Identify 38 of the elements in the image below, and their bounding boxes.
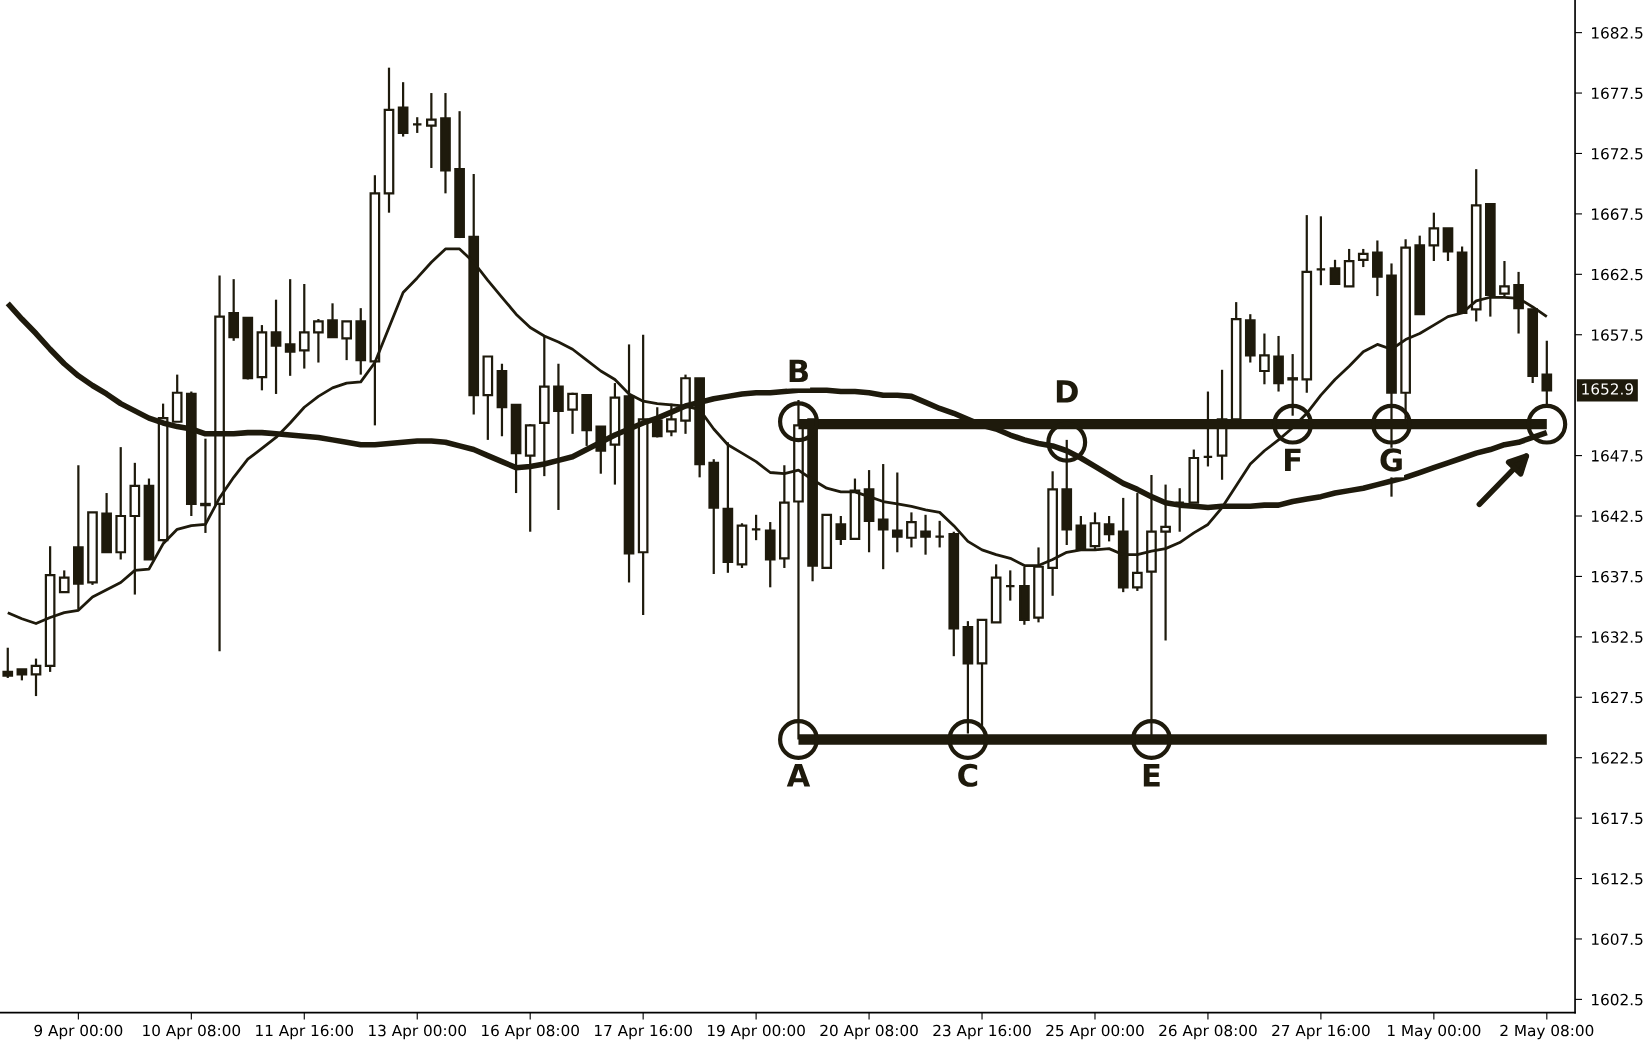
y-tick-label: 1632.5 [1592, 631, 1643, 643]
x-tick-label: 9 Apr 00:00 [34, 1024, 123, 1040]
x-tick-label: 16 Apr 08:00 [482, 1024, 579, 1040]
y-tick-label: 1662.5 [1592, 268, 1643, 281]
y-tick-label: 1677.5 [1592, 87, 1643, 100]
x-tick-label: 27 Apr 16:00 [1272, 1024, 1370, 1040]
x-tick-label: 1 May 00:00 [1388, 1024, 1481, 1040]
x-tick-label: 10 Apr 08:00 [143, 1024, 241, 1040]
x-tick-label: 19 Apr 00:00 [707, 1024, 805, 1040]
y-tick-label: 1637.5 [1592, 570, 1643, 583]
data-label: D [1056, 380, 1078, 403]
y-tick-label: 1647.5 [1592, 450, 1643, 462]
data-label: E [1143, 764, 1160, 787]
data-label: G [1380, 448, 1402, 472]
y-tick-label: 1672.5 [1592, 147, 1643, 160]
y-tick-label: 1617.5 [1592, 812, 1643, 825]
y-tick-label: 1607.5 [1592, 933, 1643, 945]
text: 1652.9 [1582, 383, 1633, 395]
x-tick-label: 25 Apr 00:00 [1046, 1024, 1144, 1040]
x-tick-label: 11 Apr 16:00 [256, 1024, 354, 1040]
y-tick-label: 1602.5 [1592, 993, 1643, 1006]
y-tick-label: 1627.5 [1592, 691, 1643, 704]
y-tick-label: 1622.5 [1592, 752, 1643, 764]
x-tick-label: 20 Apr 08:00 [820, 1024, 918, 1040]
x-tick-label: 2 May 08:00 [1500, 1024, 1594, 1040]
y-tick-label: 1682.5 [1592, 27, 1643, 39]
x-tick-label: 13 Apr 00:00 [369, 1024, 467, 1040]
y-tick-label: 1657.5 [1592, 329, 1643, 341]
data-label: F [1285, 448, 1301, 471]
data-label: B [789, 359, 808, 383]
x-tick-label: 17 Apr 16:00 [595, 1024, 692, 1040]
x-tick-label: 23 Apr 16:00 [933, 1024, 1031, 1040]
data-label: A [786, 764, 811, 787]
x-tick-label: 26 Apr 08:00 [1159, 1024, 1257, 1040]
y-tick-label: 1642.5 [1592, 510, 1643, 523]
y-tick-label: 1667.5 [1592, 208, 1643, 220]
y-tick-label: 1612.5 [1592, 873, 1643, 885]
data-label: C [958, 763, 978, 787]
